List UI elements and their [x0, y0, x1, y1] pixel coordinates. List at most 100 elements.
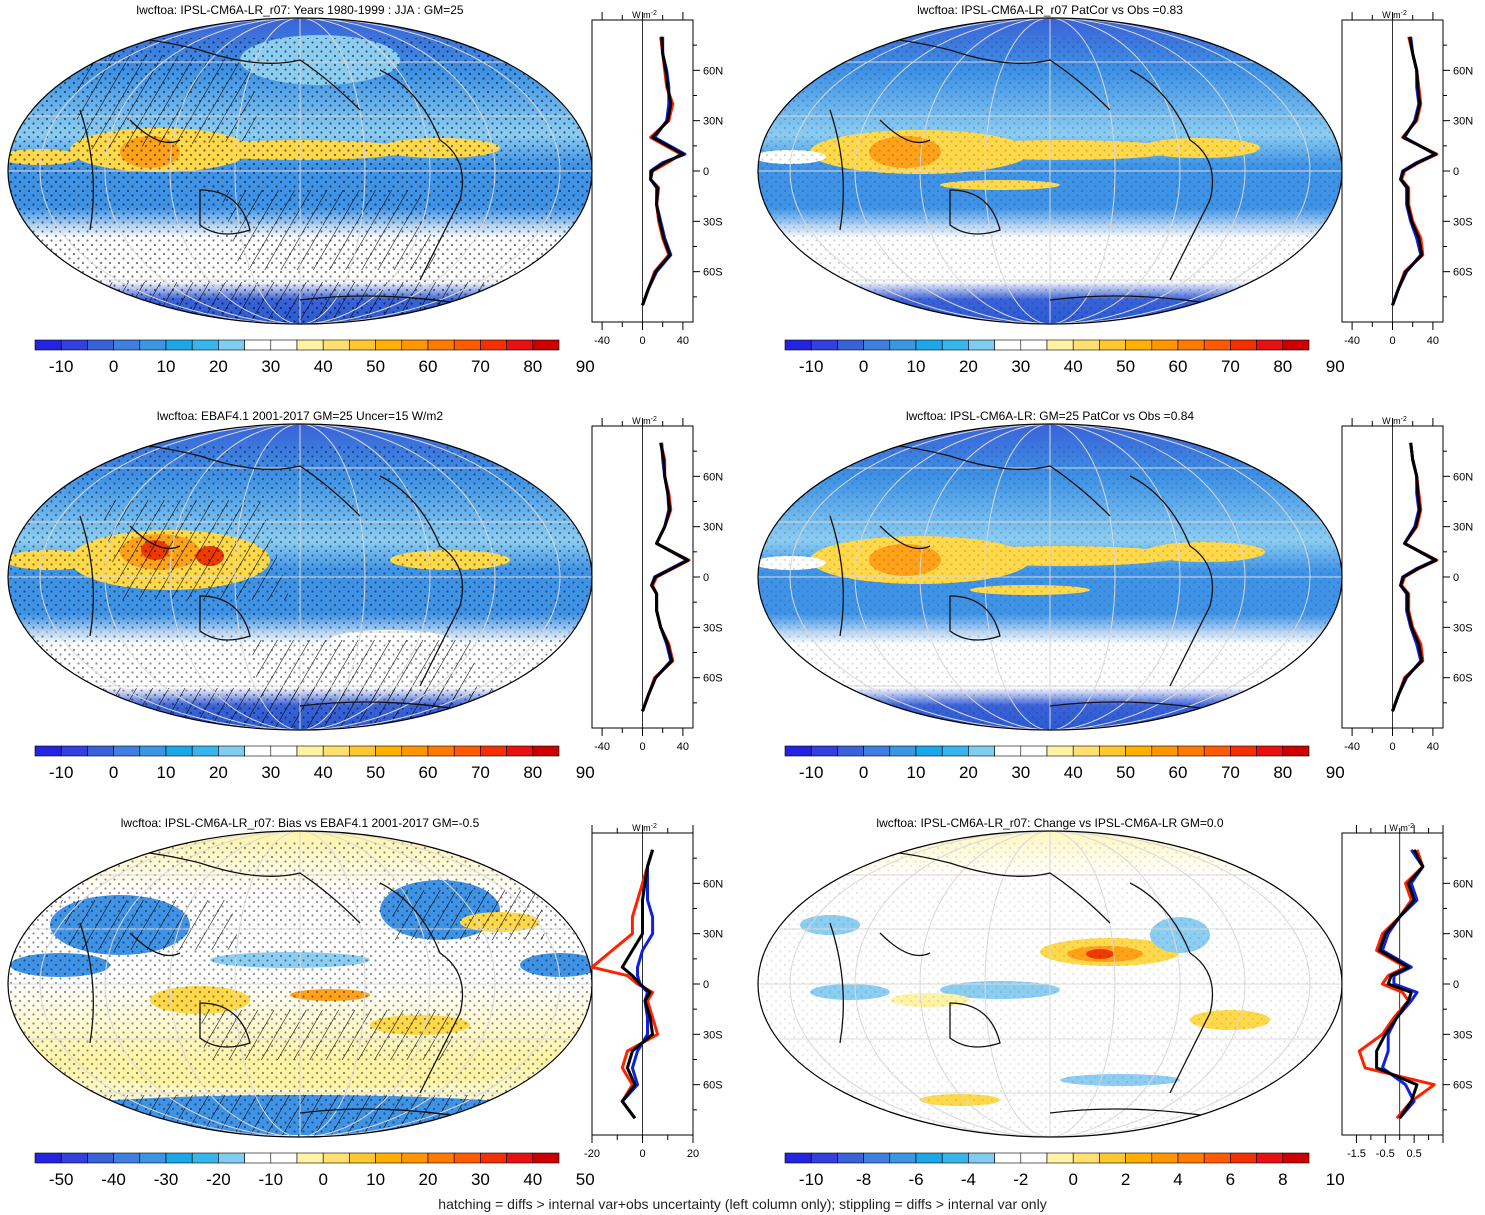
- profile-lat-label: 60N: [1453, 65, 1473, 77]
- colorbar-label: 50: [366, 763, 385, 782]
- colorbar-swatch: [915, 745, 943, 757]
- colorbar-swatch: [1125, 1152, 1153, 1164]
- colorbar-label: 50: [1116, 763, 1135, 782]
- map-coastlines: [809, 442, 1221, 712]
- zonal-mean-profile: -1.5 -0.5 0.5 W m-2 60N 30N 0 30S 60S: [1341, 823, 1473, 1160]
- zonal-mean-profile: -40 0 40 W m-2 60N 30N 0 30S 60S: [591, 10, 723, 347]
- colorbar-label: 80: [1273, 357, 1292, 376]
- profile-lat-label: 60S: [703, 267, 723, 279]
- colorbar-swatch: [941, 745, 969, 757]
- map-graticule: [758, 18, 1342, 324]
- colorbar-swatch: [968, 339, 995, 351]
- colorbar: -10 0 10 20 30 40 50 60 70 80 90: [784, 745, 1345, 782]
- colorbar-label: 30: [471, 1170, 490, 1189]
- colorbar-swatch: [375, 1152, 403, 1164]
- colorbar-swatch: [296, 1152, 324, 1164]
- map-coastlines: [809, 849, 1221, 1119]
- colorbar-swatch: [87, 339, 114, 351]
- colorbar-swatch: [1230, 339, 1257, 351]
- colorbar-label: 90: [576, 763, 595, 782]
- zonal-mean-profile: -40 0 40 W m-2 60N 30N 0 30S 60S: [1341, 10, 1473, 347]
- colorbar-swatch: [1072, 1152, 1100, 1164]
- colorbar-label: 8: [1278, 1170, 1287, 1189]
- colorbar-swatch: [941, 1152, 969, 1164]
- colorbar-label: -50: [49, 1170, 74, 1189]
- profile-x-tick-label: 0: [639, 1148, 645, 1160]
- colorbar-swatch: [191, 745, 219, 757]
- profile-lat-label: 30N: [703, 929, 723, 941]
- profile-lat-label: 60S: [703, 1080, 723, 1092]
- colorbar-swatch: [165, 1152, 193, 1164]
- colorbar-label: 20: [959, 357, 978, 376]
- map-coastlines: [809, 36, 1221, 306]
- colorbar-swatch: [1020, 745, 1048, 757]
- colorbar-swatch: [480, 1152, 507, 1164]
- colorbar-label: -8: [856, 1170, 871, 1189]
- profile-x-tick-label: 0: [639, 335, 645, 347]
- profile-lat-label: 30S: [1453, 216, 1473, 228]
- profile-x-tick-label: -40: [1344, 741, 1360, 753]
- colorbar-label: 10: [157, 763, 176, 782]
- colorbar-swatch: [1125, 745, 1153, 757]
- colorbar-swatch: [1099, 1152, 1126, 1164]
- colorbar-swatch: [139, 745, 167, 757]
- profile-line-mean: [1391, 36, 1438, 306]
- colorbar-label: -10: [799, 357, 824, 376]
- colorbar-swatch: [349, 339, 376, 351]
- colorbar-swatch: [218, 339, 245, 351]
- profile-lat-label: 0: [1453, 979, 1459, 991]
- profile-x-tick-label: 0: [639, 741, 645, 753]
- colorbar-label: -2: [1013, 1170, 1028, 1189]
- profile-lat-label: 30S: [1453, 1029, 1473, 1041]
- map-panel-patcor-084: lwcftoa: IPSL-CM6A-LR: GM=25 PatCor vs O…: [757, 409, 1473, 782]
- profile-x-tick-label: -1.5: [1347, 1148, 1366, 1160]
- profile-x-tick-label: 40: [1427, 741, 1439, 753]
- map-graticule: [8, 424, 592, 730]
- panel-title: lwcftoa: IPSL-CM6A-LR_r07: Years 1980-19…: [136, 3, 463, 17]
- colorbar-label: -10: [799, 1170, 824, 1189]
- colorbar-swatch: [401, 1152, 429, 1164]
- colorbar-swatch: [1282, 745, 1310, 757]
- colorbar-label: 50: [366, 357, 385, 376]
- profile-lat-label: 0: [703, 979, 709, 991]
- zonal-mean-profile: -40 0 40 W m-2 60N 30N 0 30S 60S: [591, 416, 723, 753]
- colorbar-swatch: [784, 1152, 812, 1164]
- colorbar-swatch: [994, 745, 1022, 757]
- profile-line-model: [1391, 36, 1439, 306]
- colorbar-swatch: [165, 745, 193, 757]
- colorbar-swatch: [1099, 745, 1126, 757]
- map-coastlines: [59, 849, 471, 1119]
- colorbar-swatch: [1203, 1152, 1231, 1164]
- profile-lat-label: 60N: [703, 471, 723, 483]
- panel-title: lwcftoa: IPSL-CM6A-LR_r07: Bias vs EBAF4…: [121, 816, 480, 830]
- map-graticule: [8, 18, 592, 324]
- colorbar-swatch: [218, 745, 245, 757]
- panel-title: lwcftoa: IPSL-CM6A-LR: GM=25 PatCor vs O…: [906, 409, 1194, 423]
- colorbar-swatch: [810, 339, 838, 351]
- colorbar-swatch: [810, 745, 838, 757]
- colorbar-swatch: [87, 1152, 114, 1164]
- colorbar-swatch: [1203, 339, 1231, 351]
- map-panel-ebaf-obs: lwcftoa: EBAF4.1 2001-2017 GM=25 Uncer=1…: [7, 409, 723, 782]
- colorbar-label: 80: [1273, 763, 1292, 782]
- colorbar-swatch: [139, 339, 167, 351]
- colorbar-swatch: [1256, 745, 1284, 757]
- colorbar-swatch: [427, 1152, 455, 1164]
- colorbar-swatch: [218, 1152, 245, 1164]
- colorbar-swatch: [139, 1152, 167, 1164]
- colorbar-swatch: [1282, 339, 1310, 351]
- map-graticule: [8, 831, 592, 1137]
- colorbar-swatch: [480, 339, 507, 351]
- colorbar-label: 40: [1064, 763, 1083, 782]
- colorbar-swatch: [1020, 339, 1048, 351]
- profile-lat-label: 60S: [1453, 673, 1473, 685]
- colorbar-swatch: [968, 1152, 995, 1164]
- profile-lat-label: 30S: [703, 622, 723, 634]
- colorbar-label: 30: [1011, 357, 1030, 376]
- colorbar-swatch: [889, 745, 917, 757]
- colorbar-swatch: [349, 1152, 376, 1164]
- profile-lat-label: 30N: [1453, 929, 1473, 941]
- colorbar-label: 40: [314, 763, 333, 782]
- colorbar-swatch: [375, 339, 403, 351]
